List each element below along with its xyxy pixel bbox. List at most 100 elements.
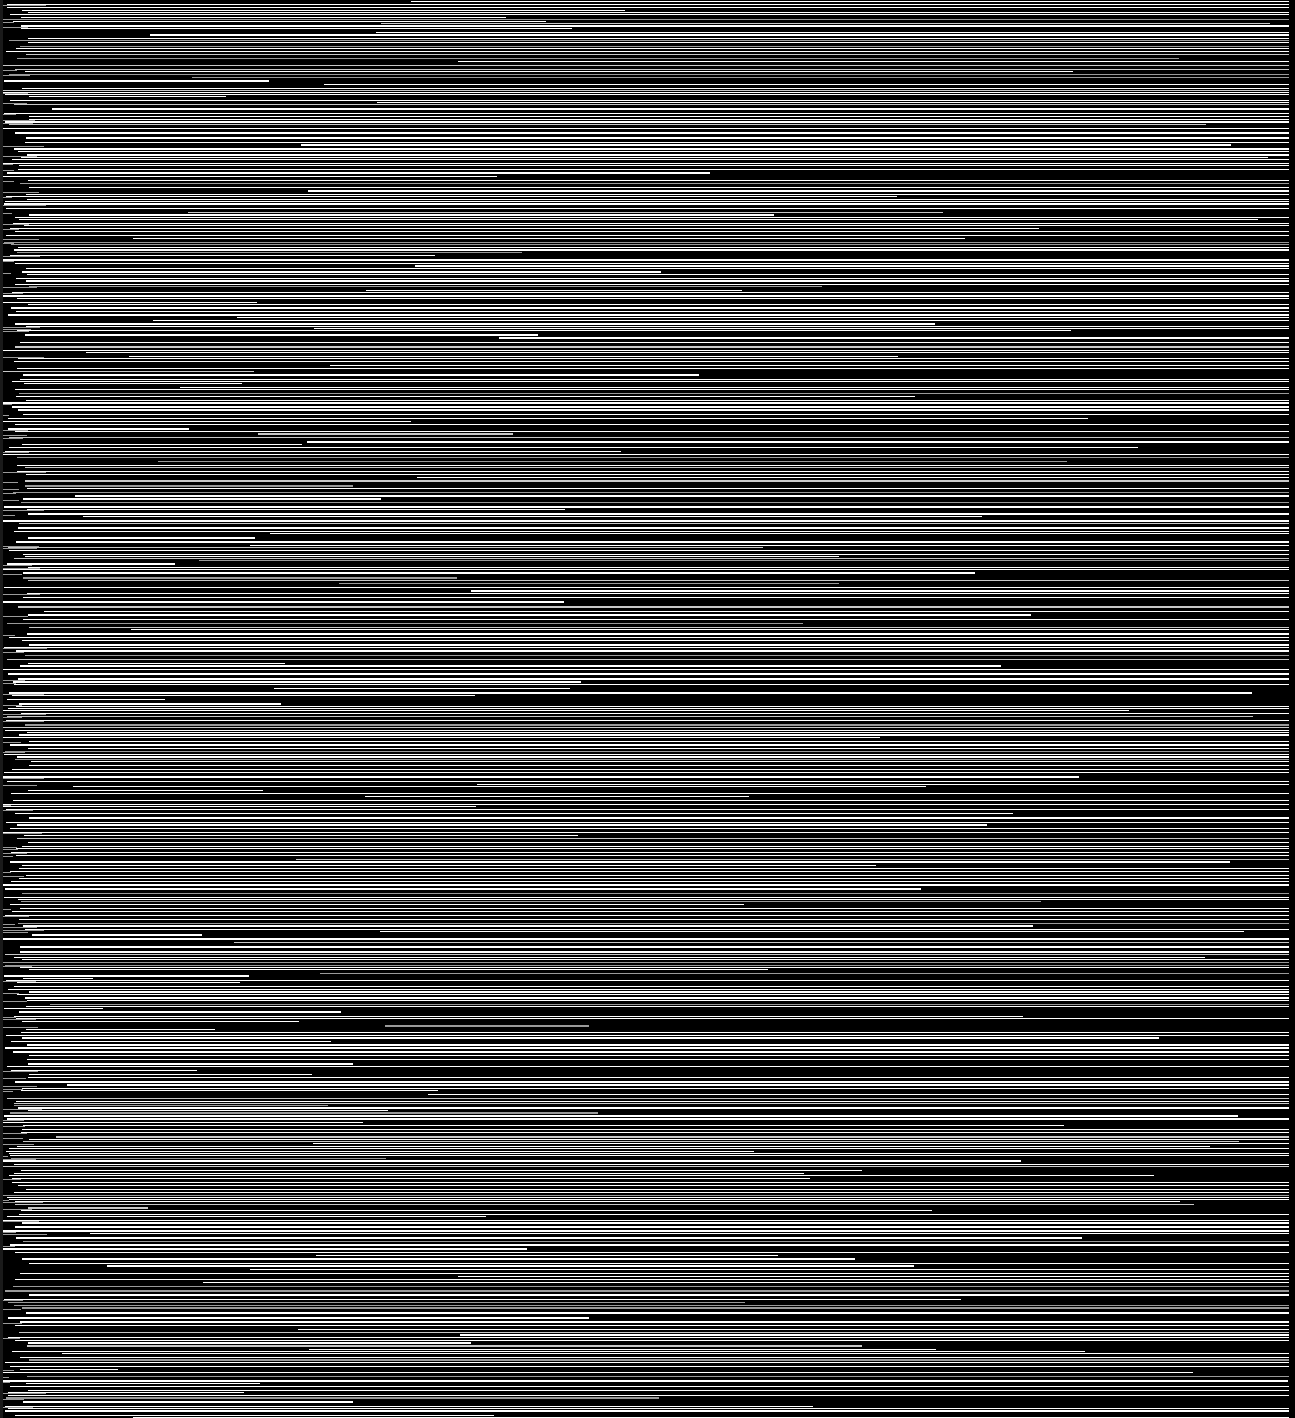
scanline-202 [4,647,1289,648]
scanline-225 [0,727,1289,728]
scanline-383 [22,1222,1289,1224]
scanline-104 [237,317,1289,318]
scanline-434 [8,1395,1289,1396]
scanline-236 [15,759,1289,760]
scanline-fragment-32 [2,93,28,94]
scanline-43 [9,124,1206,125]
scanline-fragment-182 [2,574,22,575]
scanline-83 [17,252,522,253]
scanline-fragment-378 [2,1209,32,1210]
scanline-fragment-48 [2,146,44,147]
scanline-374 [7,1197,1289,1198]
scanline-44 [1,128,1289,129]
scanline-fragment-410 [2,1323,22,1324]
scanline-123 [20,379,1289,380]
scanline-46 [26,137,1289,139]
scanline-379 [21,1210,932,1211]
scanline-395 [107,1265,914,1267]
scanline-237 [31,761,1289,762]
scanline-fragment-286 [2,930,44,931]
scanline-fragment-39 [2,114,16,115]
scanline-191 [18,606,1289,608]
scanline-137 [15,424,1289,425]
scanline-3 [22,10,625,11]
scanline-41 [29,119,1289,120]
scanline-241 [2,776,1079,778]
scanline-420 [12,1351,1085,1352]
scanline-15 [9,40,1289,41]
scanline-206 [28,663,285,664]
scanline-355 [313,1143,1289,1144]
scanline-418 [27,1345,862,1347]
scanline-305 [14,986,1289,987]
scanline-fragment-361 [2,1159,36,1160]
scanline-59 [28,180,1289,181]
scanline-414 [460,1334,1289,1336]
scanline-213 [274,688,570,689]
scanline-fragment-307 [2,993,19,994]
scanline-330 [7,1066,1289,1067]
scanline-321 [6,1035,1289,1036]
scanline-63 [26,194,1289,195]
scanline-fragment-264 [2,856,13,857]
scanline-387 [16,1237,1082,1239]
scanline-79 [4,242,1289,243]
scanline-81 [18,247,1289,248]
scanline-160 [21,502,1289,503]
scanline-fragment-62 [2,192,39,193]
scanline-310 [27,1000,1289,1001]
scanline-221 [21,713,1289,714]
scanline-371 [26,1189,1289,1190]
scanline-267 [22,865,876,866]
scanline-89 [22,271,661,273]
scanline-fragment-141 [2,438,23,439]
scanline-157 [13,492,1289,493]
scanline-93 [15,284,1289,285]
scanline-39 [4,113,1289,114]
scanline-84 [10,255,435,256]
scanline-146 [1,454,1289,455]
scanline-172 [250,545,1289,546]
scanline-315 [14,1016,1023,1017]
scanline-380 [19,1214,1289,1215]
scanline-fragment-263 [2,853,27,854]
scanline-fragment-202 [2,648,47,649]
scanline-369 [12,1182,1289,1183]
scanline-fragment-214 [2,694,44,695]
scanline-375 [9,1199,1289,1200]
scanline-fragment-162 [2,510,44,511]
scanline-224 [25,724,1289,726]
scanline-fragment-140 [2,435,27,436]
scanline-223 [6,720,1289,721]
scanline-164 [83,516,982,517]
scanline-127 [15,389,1289,390]
scanline-358 [6,1151,754,1152]
scanline-fragment-116 [2,357,44,358]
scanline-31 [1,90,1289,91]
scanline-13 [150,34,1289,36]
scanline-275 [22,893,1289,894]
scanline-144 [9,447,1138,448]
scanline-128 [19,393,1289,394]
scanline-113 [15,346,1289,348]
scanline-fragment-310 [2,1001,27,1002]
scanline-102 [16,311,1289,312]
scanline-fragment-355 [2,1144,34,1145]
scanline-fragment-331 [2,1071,38,1072]
scanline-29 [324,84,1289,85]
scanline-336 [22,1088,1289,1089]
scanline-240 [4,772,1289,773]
scanline-265 [296,859,1289,860]
scanline-fragment-437 [2,1407,33,1408]
scanline-319 [26,1029,215,1030]
scanline-239 [12,769,1289,770]
scanline-131 [3,402,1289,404]
scanline-34 [29,96,226,97]
scanline-fragment-10 [2,27,28,28]
scanline-338 [428,1094,1289,1095]
scanline-342 [14,1105,328,1106]
scanline-399 [15,1279,1289,1280]
scanline-363 [14,1164,1289,1165]
scanline-141 [9,437,1289,438]
scanline-298 [20,967,1289,968]
